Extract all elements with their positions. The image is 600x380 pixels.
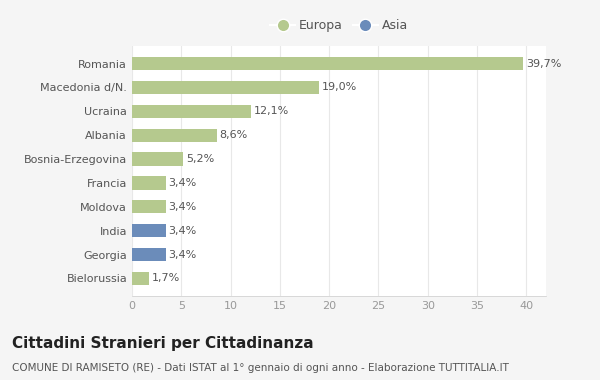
Text: 8,6%: 8,6% bbox=[220, 130, 248, 140]
Bar bbox=[132, 105, 251, 118]
Bar bbox=[132, 176, 166, 190]
Text: 3,4%: 3,4% bbox=[169, 178, 197, 188]
Bar bbox=[132, 57, 523, 70]
Text: 1,7%: 1,7% bbox=[152, 274, 180, 283]
Text: 3,4%: 3,4% bbox=[169, 202, 197, 212]
Text: COMUNE DI RAMISETO (RE) - Dati ISTAT al 1° gennaio di ogni anno - Elaborazione T: COMUNE DI RAMISETO (RE) - Dati ISTAT al … bbox=[12, 363, 509, 373]
Text: 3,4%: 3,4% bbox=[169, 226, 197, 236]
Text: 3,4%: 3,4% bbox=[169, 250, 197, 260]
Bar bbox=[132, 152, 183, 166]
Bar bbox=[132, 81, 319, 94]
Legend: Europa, Asia: Europa, Asia bbox=[265, 14, 413, 37]
Bar bbox=[132, 128, 217, 142]
Text: 19,0%: 19,0% bbox=[322, 82, 358, 92]
Text: 12,1%: 12,1% bbox=[254, 106, 289, 116]
Text: Cittadini Stranieri per Cittadinanza: Cittadini Stranieri per Cittadinanza bbox=[12, 336, 314, 351]
Bar bbox=[132, 272, 149, 285]
Bar bbox=[132, 200, 166, 214]
Text: 39,7%: 39,7% bbox=[526, 59, 562, 68]
Text: 5,2%: 5,2% bbox=[186, 154, 214, 164]
Bar bbox=[132, 248, 166, 261]
Bar bbox=[132, 224, 166, 237]
